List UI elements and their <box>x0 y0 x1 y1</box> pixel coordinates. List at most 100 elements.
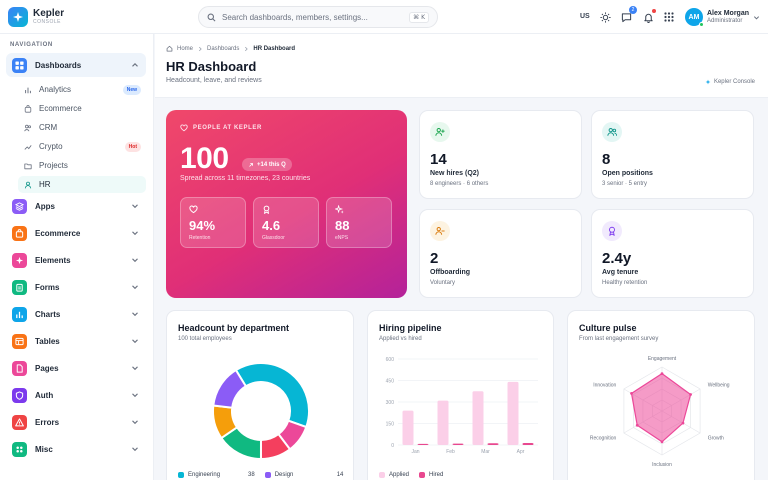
sidebar-item-apps[interactable]: Apps <box>6 194 146 218</box>
card-subtitle: From last engagement survey <box>579 336 659 342</box>
sidebar-item-auth[interactable]: Auth <box>6 383 146 407</box>
pipeline-legend: Applied Hired <box>379 472 443 478</box>
sidebar-item-errors[interactable]: Errors <box>6 410 146 434</box>
avatar-initials: AM <box>688 13 700 21</box>
sidebar-item-charts[interactable]: Charts <box>6 302 146 326</box>
stat-subtext: 8 engineers · 6 others <box>430 181 489 187</box>
trending-up-icon <box>24 143 32 151</box>
notifications-bell-icon[interactable] <box>641 9 656 24</box>
sidebar-item-ecommerce[interactable]: Ecommerce <box>6 221 146 245</box>
y-tick-label: 0 <box>391 443 394 449</box>
arrow-up-right-icon <box>248 162 254 168</box>
chevron-right-icon <box>243 46 249 52</box>
users-icon <box>24 124 32 132</box>
sub-item-label: Crypto <box>39 142 63 151</box>
legend-label: Applied <box>389 472 410 478</box>
user-menu[interactable]: AM Alex Morgan Administrator <box>685 8 760 27</box>
radar-point <box>630 392 633 395</box>
stat-label: Avg tenure <box>602 269 639 276</box>
language-selector[interactable]: US <box>580 13 590 20</box>
chevron-up-icon <box>132 63 138 67</box>
stat-value: 14 <box>430 151 447 168</box>
x-tick-label: Feb <box>446 449 455 455</box>
sidebar-item-forms[interactable]: Forms <box>6 275 146 299</box>
chevron-down-icon <box>132 231 138 236</box>
chevron-down-icon <box>132 447 138 452</box>
file-icon <box>12 360 27 376</box>
chevron-down-icon <box>132 312 138 317</box>
page-title: HR Dashboard <box>166 59 257 74</box>
theme-toggle-sun-icon[interactable] <box>598 10 612 24</box>
shopping-bag-icon <box>24 104 32 113</box>
breadcrumb: Home Dashboards HR Dashboard <box>166 45 295 52</box>
warning-icon <box>12 414 27 430</box>
chevron-down-icon <box>132 339 138 344</box>
sidebar-item-label: Forms <box>35 282 60 292</box>
sidebar-sub-item-ecommerce[interactable]: Ecommerce <box>18 100 146 117</box>
card-title: Hiring pipeline <box>379 323 442 333</box>
sidebar-item-misc[interactable]: Misc <box>6 437 146 461</box>
clipboard-icon <box>12 279 27 295</box>
legend-swatch <box>419 472 426 478</box>
legend-value: 38 <box>248 472 255 478</box>
dashboards-icon <box>12 57 27 73</box>
legend-label: Design <box>274 472 294 478</box>
x-tick-label: Apr <box>517 449 525 455</box>
sidebar-item-elements[interactable]: Elements <box>6 248 146 272</box>
sidebar-item-pages[interactable]: Pages <box>6 356 146 380</box>
user-plus-icon <box>430 122 450 142</box>
radar-point <box>681 421 685 425</box>
card-subtitle: 100 total employees <box>178 336 232 342</box>
brand-link-label: Kepler Console <box>713 79 755 85</box>
messages-icon[interactable]: 2 <box>619 6 637 24</box>
headcount-donut-chart <box>212 362 310 461</box>
people-hero-card: PEOPLE AT KEPLER 100 +14 this Q Spread a… <box>166 110 407 298</box>
sub-item-label: Projects <box>39 161 68 170</box>
brand[interactable]: Kepler CONSOLE <box>8 7 64 27</box>
applied-bar <box>472 391 484 445</box>
sidebar-item-dashboards[interactable]: Dashboards <box>6 53 146 77</box>
mini-label: Retention <box>189 235 211 241</box>
radar-axis-label: Recognition <box>590 435 617 441</box>
sidebar-sub-item-projects[interactable]: Projects <box>18 157 146 174</box>
brand-link[interactable]: Kepler Console <box>705 79 755 85</box>
radar-axis-label: Inclusion <box>652 462 672 468</box>
sidebar-item-tables[interactable]: Tables <box>6 329 146 353</box>
apps-grid-icon[interactable] <box>662 10 676 24</box>
hired-bar <box>487 443 499 445</box>
card-title: Headcount by department <box>178 323 290 333</box>
sparkle-icon <box>335 205 344 214</box>
sidebar-sub-item-crm[interactable]: CRM <box>18 119 146 136</box>
culture-pulse-card: Culture pulse From last engagement surve… <box>567 310 755 480</box>
chevron-down-icon <box>753 14 760 21</box>
sidebar-sub-item-analytics[interactable]: Analytics New <box>18 81 146 98</box>
donut-slice <box>212 368 248 409</box>
chevron-down-icon <box>132 258 138 263</box>
brand-subtitle: CONSOLE <box>33 18 61 25</box>
page-header: Home Dashboards HR Dashboard HR Dashboar… <box>155 34 768 98</box>
search-box[interactable]: ⌘ K <box>198 6 438 28</box>
breadcrumb-home[interactable]: Home <box>177 45 194 52</box>
x-tick-label: Mar <box>481 449 490 455</box>
stat-value: 2.4y <box>602 250 632 267</box>
sidebar-sub-item-crypto[interactable]: Crypto Hot <box>18 138 146 155</box>
hero-change-chip: +14 this Q <box>242 158 292 171</box>
sidebar-item-label: Misc <box>35 444 53 454</box>
search-icon <box>207 13 216 22</box>
glassdoor-mini-card: 4.6 Glassdoor <box>253 197 319 248</box>
search-input[interactable] <box>222 12 404 22</box>
heart-icon <box>189 205 198 214</box>
breadcrumb-dashboards[interactable]: Dashboards <box>207 45 240 52</box>
stat-label: New hires (Q2) <box>430 170 480 177</box>
radar-axis-label: Engagement <box>648 356 677 362</box>
sub-item-label: Ecommerce <box>39 104 82 113</box>
applied-bar <box>437 400 449 445</box>
sidebar-item-label: Ecommerce <box>35 228 81 238</box>
radar-axis-label: Innovation <box>593 383 616 389</box>
sidebar-item-label: Charts <box>35 309 61 319</box>
sidebar-item-label: Dashboards <box>35 60 82 70</box>
applied-bar <box>402 410 414 445</box>
sidebar-sub-item-hr[interactable]: HR <box>18 176 146 193</box>
folder-icon <box>24 162 32 170</box>
retention-mini-card: 94% Retention <box>180 197 246 248</box>
